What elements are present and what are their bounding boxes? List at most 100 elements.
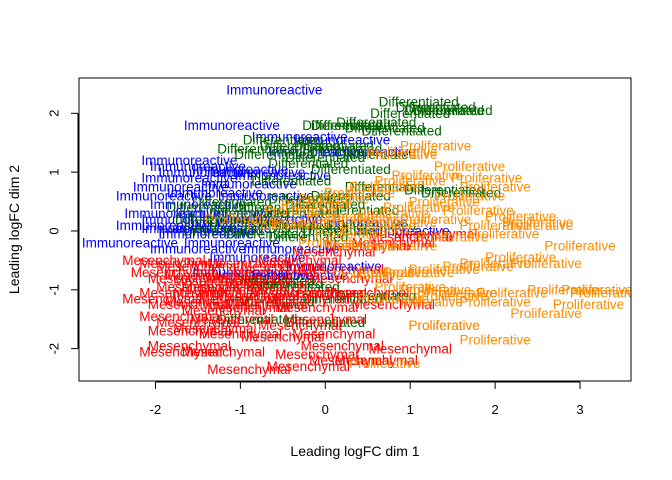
point-label-immunoreactive: Immunoreactive [82,235,178,250]
point-label-immunoreactive: Immunoreactive [184,235,280,250]
point-label-immunoreactive: Immunoreactive [320,144,416,159]
point-label-proliferative: Proliferative [307,209,378,224]
point-label-mesenchymal: Mesenchymal [148,338,231,353]
point-label-immunoreactive: Immunoreactive [116,218,212,233]
point-label-mesenchymal: Mesenchymal [139,344,222,359]
point-label-proliferative: Proliferative [273,215,344,230]
point-label-differentiated: Differentiated [268,230,348,245]
point-label-proliferative: Proliferative [332,268,403,283]
point-label-mesenchymal: Mesenchymal [301,338,384,353]
point-label-proliferative: Proliferative [502,215,573,230]
point-label-mesenchymal: Mesenchymal [122,253,205,268]
point-label-mesenchymal: Mesenchymal [182,303,265,318]
point-label-differentiated: Differentiated [311,188,391,203]
point-label-proliferative: Proliferative [459,333,530,348]
x-axis-title: Leading logFC dim 1 [290,443,419,459]
point-label-mesenchymal: Mesenchymal [190,312,273,327]
point-label-differentiated: Differentiated [285,150,365,165]
x-axis: -2 -1 0 1 2 3 [150,381,584,417]
point-label-mesenchymal: Mesenchymal [292,244,375,259]
point-label-mesenchymal: Mesenchymal [258,253,341,268]
point-label-proliferative: Proliferative [434,159,505,174]
point-label-proliferative: Proliferative [383,265,454,280]
point-label-immunoreactive: Immunoreactive [209,250,305,265]
point-label-proliferative: Proliferative [400,212,471,227]
point-label-mesenchymal: Mesenchymal [207,271,290,286]
point-label-differentiated: Differentiated [234,294,314,309]
point-label-immunoreactive: Immunoreactive [286,259,382,274]
point-label-differentiated: Differentiated [319,203,399,218]
point-label-differentiated: Differentiated [336,147,416,162]
point-label-mesenchymal: Mesenchymal [241,259,324,274]
point-label-proliferative: Proliferative [426,285,497,300]
point-label-differentiated: Differentiated [260,280,340,295]
point-label-immunoreactive: Immunoreactive [158,224,254,239]
point-label-immunoreactive: Immunoreactive [141,153,237,168]
point-label-proliferative: Proliferative [409,318,480,333]
point-label-mesenchymal: Mesenchymal [352,235,435,250]
point-label-proliferative: Proliferative [392,294,463,309]
point-label-proliferative: Proliferative [434,188,505,203]
point-label-immunoreactive: Immunoreactive [133,180,229,195]
point-label-mesenchymal: Mesenchymal [275,300,358,315]
point-label-proliferative: Proliferative [366,144,437,159]
point-label-differentiated: Differentiated [234,147,314,162]
point-label-proliferative: Proliferative [358,291,429,306]
point-label-mesenchymal: Mesenchymal [207,300,290,315]
point-label-mesenchymal: Mesenchymal [148,297,231,312]
point-label-mesenchymal: Mesenchymal [284,312,367,327]
point-label-immunoreactive: Immunoreactive [175,221,271,236]
point-label-proliferative: Proliferative [451,171,522,186]
point-label-differentiated: Differentiated [311,118,391,133]
point-label-mesenchymal: Mesenchymal [165,268,248,283]
point-label-mesenchymal: Mesenchymal [131,265,214,280]
point-label-mesenchymal: Mesenchymal [369,341,452,356]
point-label-immunoreactive: Immunoreactive [192,265,288,280]
point-label-proliferative: Proliferative [281,197,352,212]
point-label-differentiated: Differentiated [183,224,263,239]
point-label-immunoreactive: Immunoreactive [209,165,305,180]
point-label-immunoreactive: Immunoreactive [269,144,365,159]
point-label-immunoreactive: Immunoreactive [226,82,322,97]
point-label-mesenchymal: Mesenchymal [156,315,239,330]
point-label-proliferative: Proliferative [366,215,437,230]
point-label-differentiated: Differentiated [404,183,484,198]
y-axis: -2 -1 0 1 2 [47,110,79,354]
point-label-differentiated: Differentiated [285,315,365,330]
point-label-proliferative: Proliferative [341,221,412,236]
point-label-mesenchymal: Mesenchymal [173,274,256,289]
point-label-differentiated: Differentiated [362,124,442,139]
y-tick-label: 2 [47,110,62,117]
plot-frame [78,77,632,382]
point-label-proliferative: Proliferative [561,283,632,298]
x-tick-label: 0 [322,402,329,417]
point-label-mesenchymal: Mesenchymal [148,271,231,286]
point-label-proliferative: Proliferative [324,185,395,200]
point-label-proliferative: Proliferative [366,238,437,253]
point-label-proliferative: Proliferative [459,218,530,233]
point-label-proliferative: Proliferative [442,259,513,274]
point-label-differentiated: Differentiated [285,197,365,212]
point-label-proliferative: Proliferative [247,218,318,233]
point-label-proliferative: Proliferative [510,306,581,321]
point-label-immunoreactive: Immunoreactive [150,159,246,174]
point-label-differentiated: Differentiated [217,312,297,327]
point-label-mesenchymal: Mesenchymal [284,285,367,300]
point-label-mesenchymal: Mesenchymal [241,330,324,345]
point-label-immunoreactive: Immunoreactive [192,162,288,177]
point-label-immunoreactive: Immunoreactive [218,188,314,203]
point-label-differentiated: Differentiated [302,291,382,306]
point-label-immunoreactive: Immunoreactive [184,118,280,133]
point-label-proliferative: Proliferative [468,227,539,242]
point-label-mesenchymal: Mesenchymal [224,297,307,312]
point-label-differentiated: Differentiated [302,141,382,156]
point-label-mesenchymal: Mesenchymal [148,324,231,339]
point-label-immunoreactive: Immunoreactive [141,171,237,186]
point-label-immunoreactive: Immunoreactive [294,133,390,148]
point-label-differentiated: Differentiated [370,106,450,121]
point-label-proliferative: Proliferative [459,294,530,309]
point-label-differentiated: Differentiated [404,103,484,118]
point-label-differentiated: Differentiated [234,274,314,289]
point-label-mesenchymal: Mesenchymal [326,238,409,253]
